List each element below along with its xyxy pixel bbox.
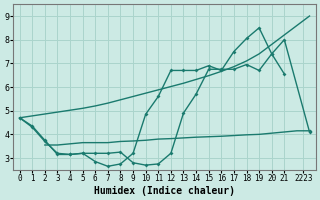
X-axis label: Humidex (Indice chaleur): Humidex (Indice chaleur) <box>94 186 235 196</box>
